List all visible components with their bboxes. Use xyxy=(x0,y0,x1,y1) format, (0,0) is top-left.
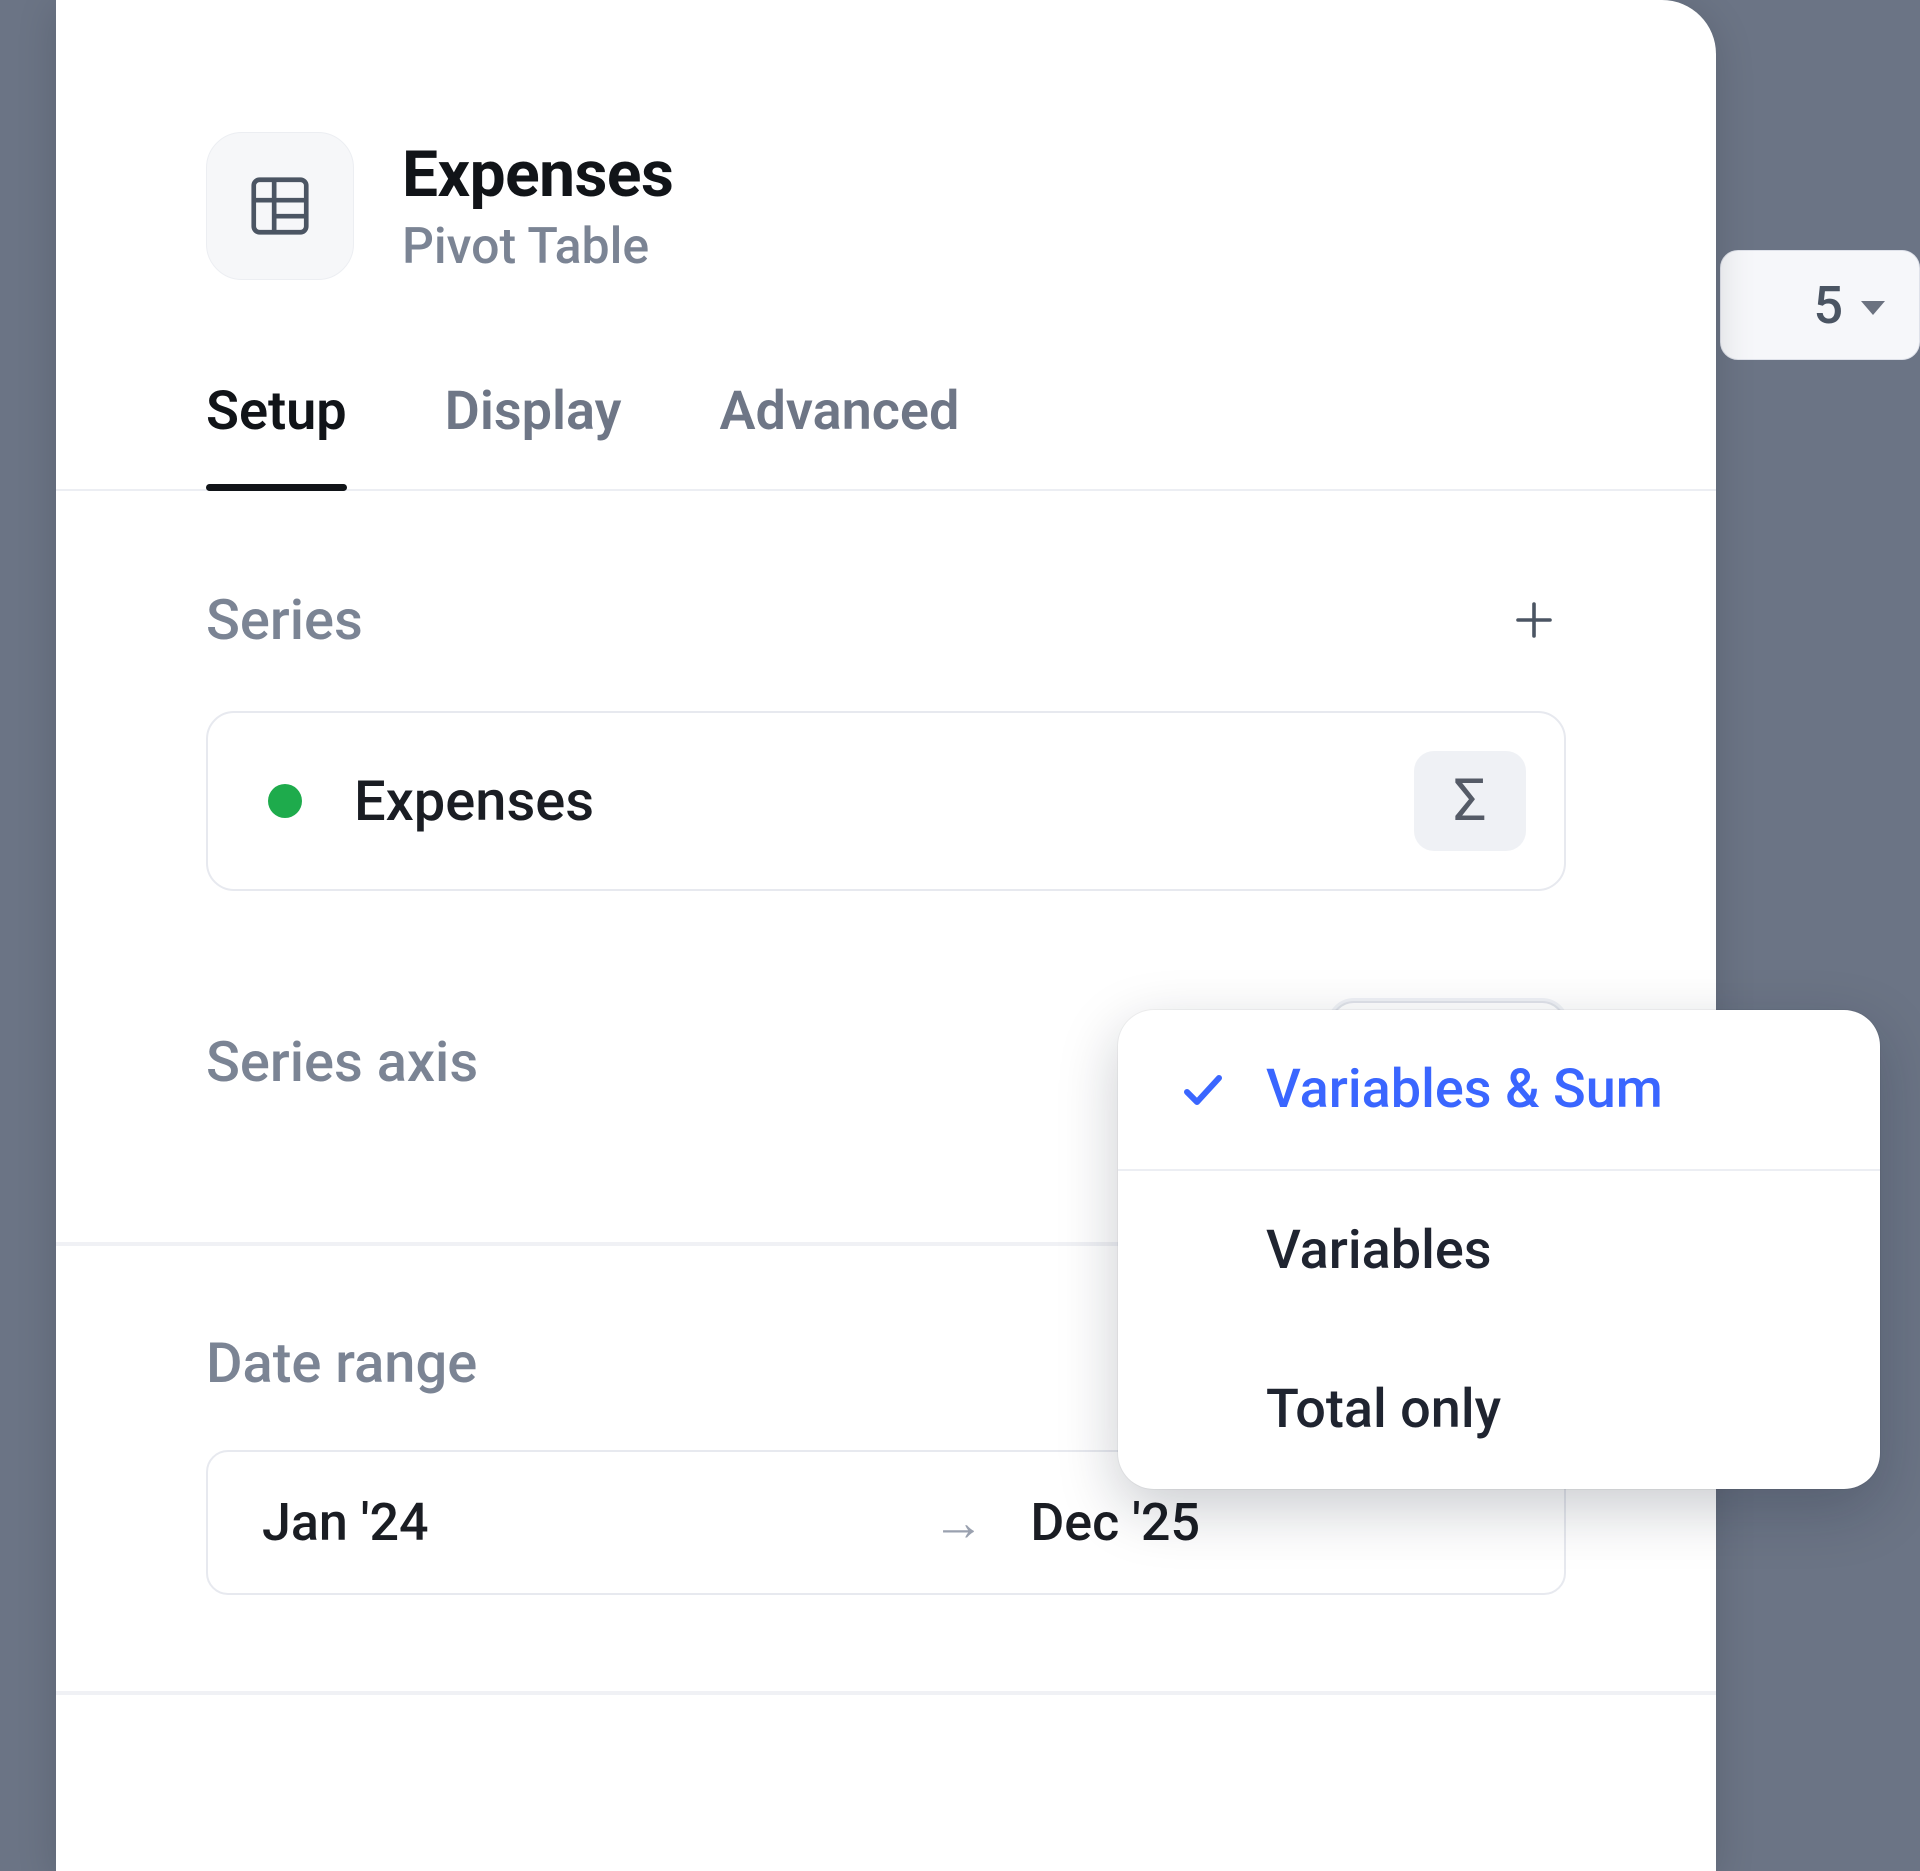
series-item-left: Expenses xyxy=(268,768,594,834)
aggregate-dropdown: Variables & Sum Variables Total only xyxy=(1118,1010,1880,1489)
section-divider-2 xyxy=(56,1691,1716,1695)
aggregate-button[interactable]: Σ xyxy=(1414,751,1526,851)
viewport: 5 Expenses Pivot Table Setup Display Adv… xyxy=(0,0,1920,1871)
table-icon xyxy=(245,171,315,241)
series-color-dot xyxy=(268,784,302,818)
tab-display[interactable]: Display xyxy=(445,380,622,489)
dropdown-item-variables-sum[interactable]: Variables & Sum xyxy=(1118,1010,1880,1171)
panel-subtitle: Pivot Table xyxy=(402,218,673,276)
title-block: Expenses Pivot Table xyxy=(402,137,673,276)
tab-advanced[interactable]: Advanced xyxy=(719,380,959,489)
background-date-pill[interactable]: 5 xyxy=(1720,250,1920,360)
date-range-end: Dec '25 xyxy=(1030,1492,1200,1553)
sigma-icon: Σ xyxy=(1453,767,1486,835)
series-item-name: Expenses xyxy=(354,768,594,834)
tab-setup[interactable]: Setup xyxy=(206,380,347,489)
dropdown-item-total-only[interactable]: Total only xyxy=(1118,1330,1880,1489)
dropdown-item-variables[interactable]: Variables xyxy=(1118,1171,1880,1330)
panel-title: Expenses xyxy=(402,137,673,212)
check-icon xyxy=(1176,1063,1230,1117)
dropdown-item-label: Variables & Sum xyxy=(1266,1058,1663,1121)
add-series-button[interactable] xyxy=(1502,588,1566,652)
date-range-start: Jan '24 xyxy=(262,1492,429,1553)
tabs: Setup Display Advanced xyxy=(56,380,1716,491)
caret-down-icon xyxy=(1861,301,1885,315)
series-axis-label: Series axis xyxy=(206,1029,478,1095)
plus-icon xyxy=(1510,596,1558,644)
series-label: Series xyxy=(206,587,363,653)
config-panel: Expenses Pivot Table Setup Display Advan… xyxy=(56,0,1716,1871)
pivot-table-icon-tile xyxy=(206,132,354,280)
series-item[interactable]: Expenses Σ xyxy=(206,711,1566,891)
panel-header: Expenses Pivot Table xyxy=(56,0,1716,280)
dropdown-item-label: Total only xyxy=(1266,1378,1501,1441)
series-section-header: Series xyxy=(206,587,1566,653)
arrow-right-icon: → xyxy=(932,1492,984,1553)
background-date-text: 5 xyxy=(1813,275,1843,336)
series-section: Series Expenses Σ xyxy=(56,587,1716,891)
dropdown-item-label: Variables xyxy=(1266,1219,1492,1282)
